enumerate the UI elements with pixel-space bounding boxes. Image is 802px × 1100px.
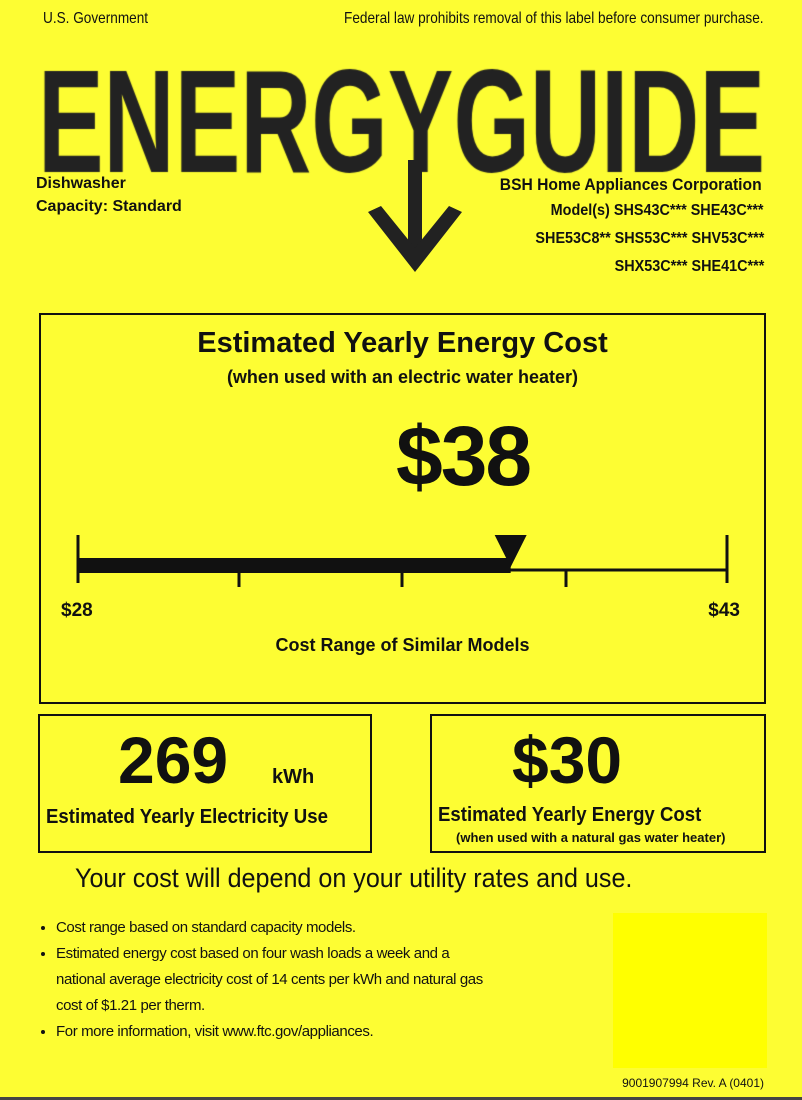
capacity: Capacity: Standard [36,198,182,216]
range-min-label: $28 [61,600,93,621]
footnote: Estimated energy cost based on four wash… [56,941,501,1019]
appliance-type: Dishwasher [36,175,126,192]
down-arrow-icon [368,160,462,272]
main-cost-subtitle: (when used with an electric water heater… [226,367,579,387]
gas-cost-value: $30 [512,723,623,797]
electricity-unit: kWh [272,766,315,788]
model-line: SHE53C8** SHS53C*** SHV53C*** [535,230,764,247]
label-code: 9001907994 Rev. A (0401) [622,1076,764,1090]
footnote: For more information, visit www.ftc.gov/… [56,1019,501,1045]
main-cost-box: Estimated Yearly Energy Cost (when used … [39,313,766,704]
cost-marker-icon [494,535,527,567]
gas-cost-sublabel: (when used with a natural gas water heat… [456,830,726,845]
us-government-text: U.S. Government [43,10,149,27]
electricity-value: 269 [118,723,229,797]
main-cost-title: Estimated Yearly Energy Cost [197,327,608,359]
bottom-border [0,1097,802,1100]
range-max-label: $43 [708,600,740,621]
capacity-value: Standard [112,198,182,215]
electricity-box: 269 kWh Estimated Yearly Electricity Use [38,714,372,853]
federal-law-notice: Federal law prohibits removal of this la… [344,10,764,27]
energyguide-wordmark [0,60,802,175]
footnote: Cost range based on standard capacity mo… [56,915,501,941]
range-caption: Cost Range of Similar Models [275,635,530,655]
main-cost-value: $38 [396,409,532,503]
cost-range-fill [78,558,511,573]
cost-range-scale [76,535,729,587]
gas-cost-box: $30 Estimated Yearly Energy Cost (when u… [430,714,766,853]
model-line: SHX53C*** SHE41C*** [614,258,764,275]
electricity-label: Estimated Yearly Electricity Use [46,806,328,828]
manufacturer-name: BSH Home Appliances Corporation [500,175,762,194]
color-swatch [613,913,767,1068]
gas-cost-label: Estimated Yearly Energy Cost [438,804,702,826]
capacity-label: Capacity: [36,198,109,215]
model-line: Model(s) SHS43C*** SHE43C*** [551,202,764,219]
footnote-list: Cost range based on standard capacity mo… [40,915,501,1045]
utility-notice: Your cost will depend on your utility ra… [75,863,633,893]
